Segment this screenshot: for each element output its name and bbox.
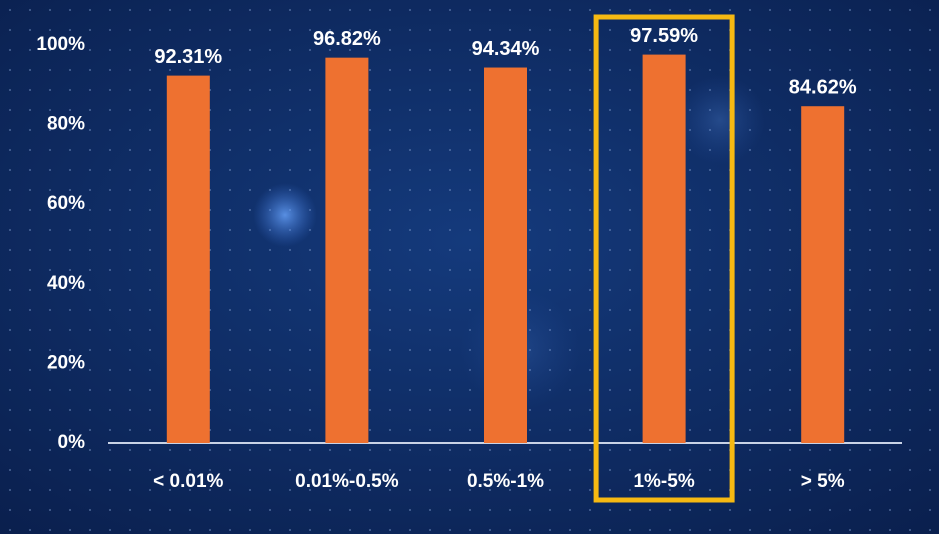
y-tick-label: 20% bbox=[47, 352, 85, 373]
bar bbox=[325, 57, 369, 443]
x-tick-label: > 5% bbox=[801, 471, 845, 492]
x-tick-label: < 0.01% bbox=[153, 471, 223, 492]
glow bbox=[675, 75, 765, 165]
x-tick-label: 0.5%-1% bbox=[467, 471, 544, 492]
glow bbox=[253, 183, 317, 247]
value-label: 94.34% bbox=[472, 38, 540, 60]
value-label: 84.62% bbox=[789, 76, 857, 98]
value-label: 96.82% bbox=[313, 28, 381, 50]
y-tick-label: 80% bbox=[47, 114, 85, 135]
x-tick-label: 1%-5% bbox=[633, 471, 694, 492]
bar bbox=[166, 75, 210, 443]
x-tick-label: 0.01%-0.5% bbox=[295, 471, 399, 492]
y-tick-label: 100% bbox=[36, 34, 85, 55]
y-tick-label: 60% bbox=[47, 193, 85, 214]
bar bbox=[484, 67, 527, 444]
value-label: 92.31% bbox=[154, 46, 222, 68]
value-label: 97.59% bbox=[630, 25, 698, 47]
highlight-box bbox=[593, 14, 735, 503]
y-tick-label: 40% bbox=[47, 273, 85, 294]
y-tick-label: 0% bbox=[58, 432, 86, 453]
bar bbox=[642, 54, 686, 444]
bar bbox=[801, 106, 845, 443]
